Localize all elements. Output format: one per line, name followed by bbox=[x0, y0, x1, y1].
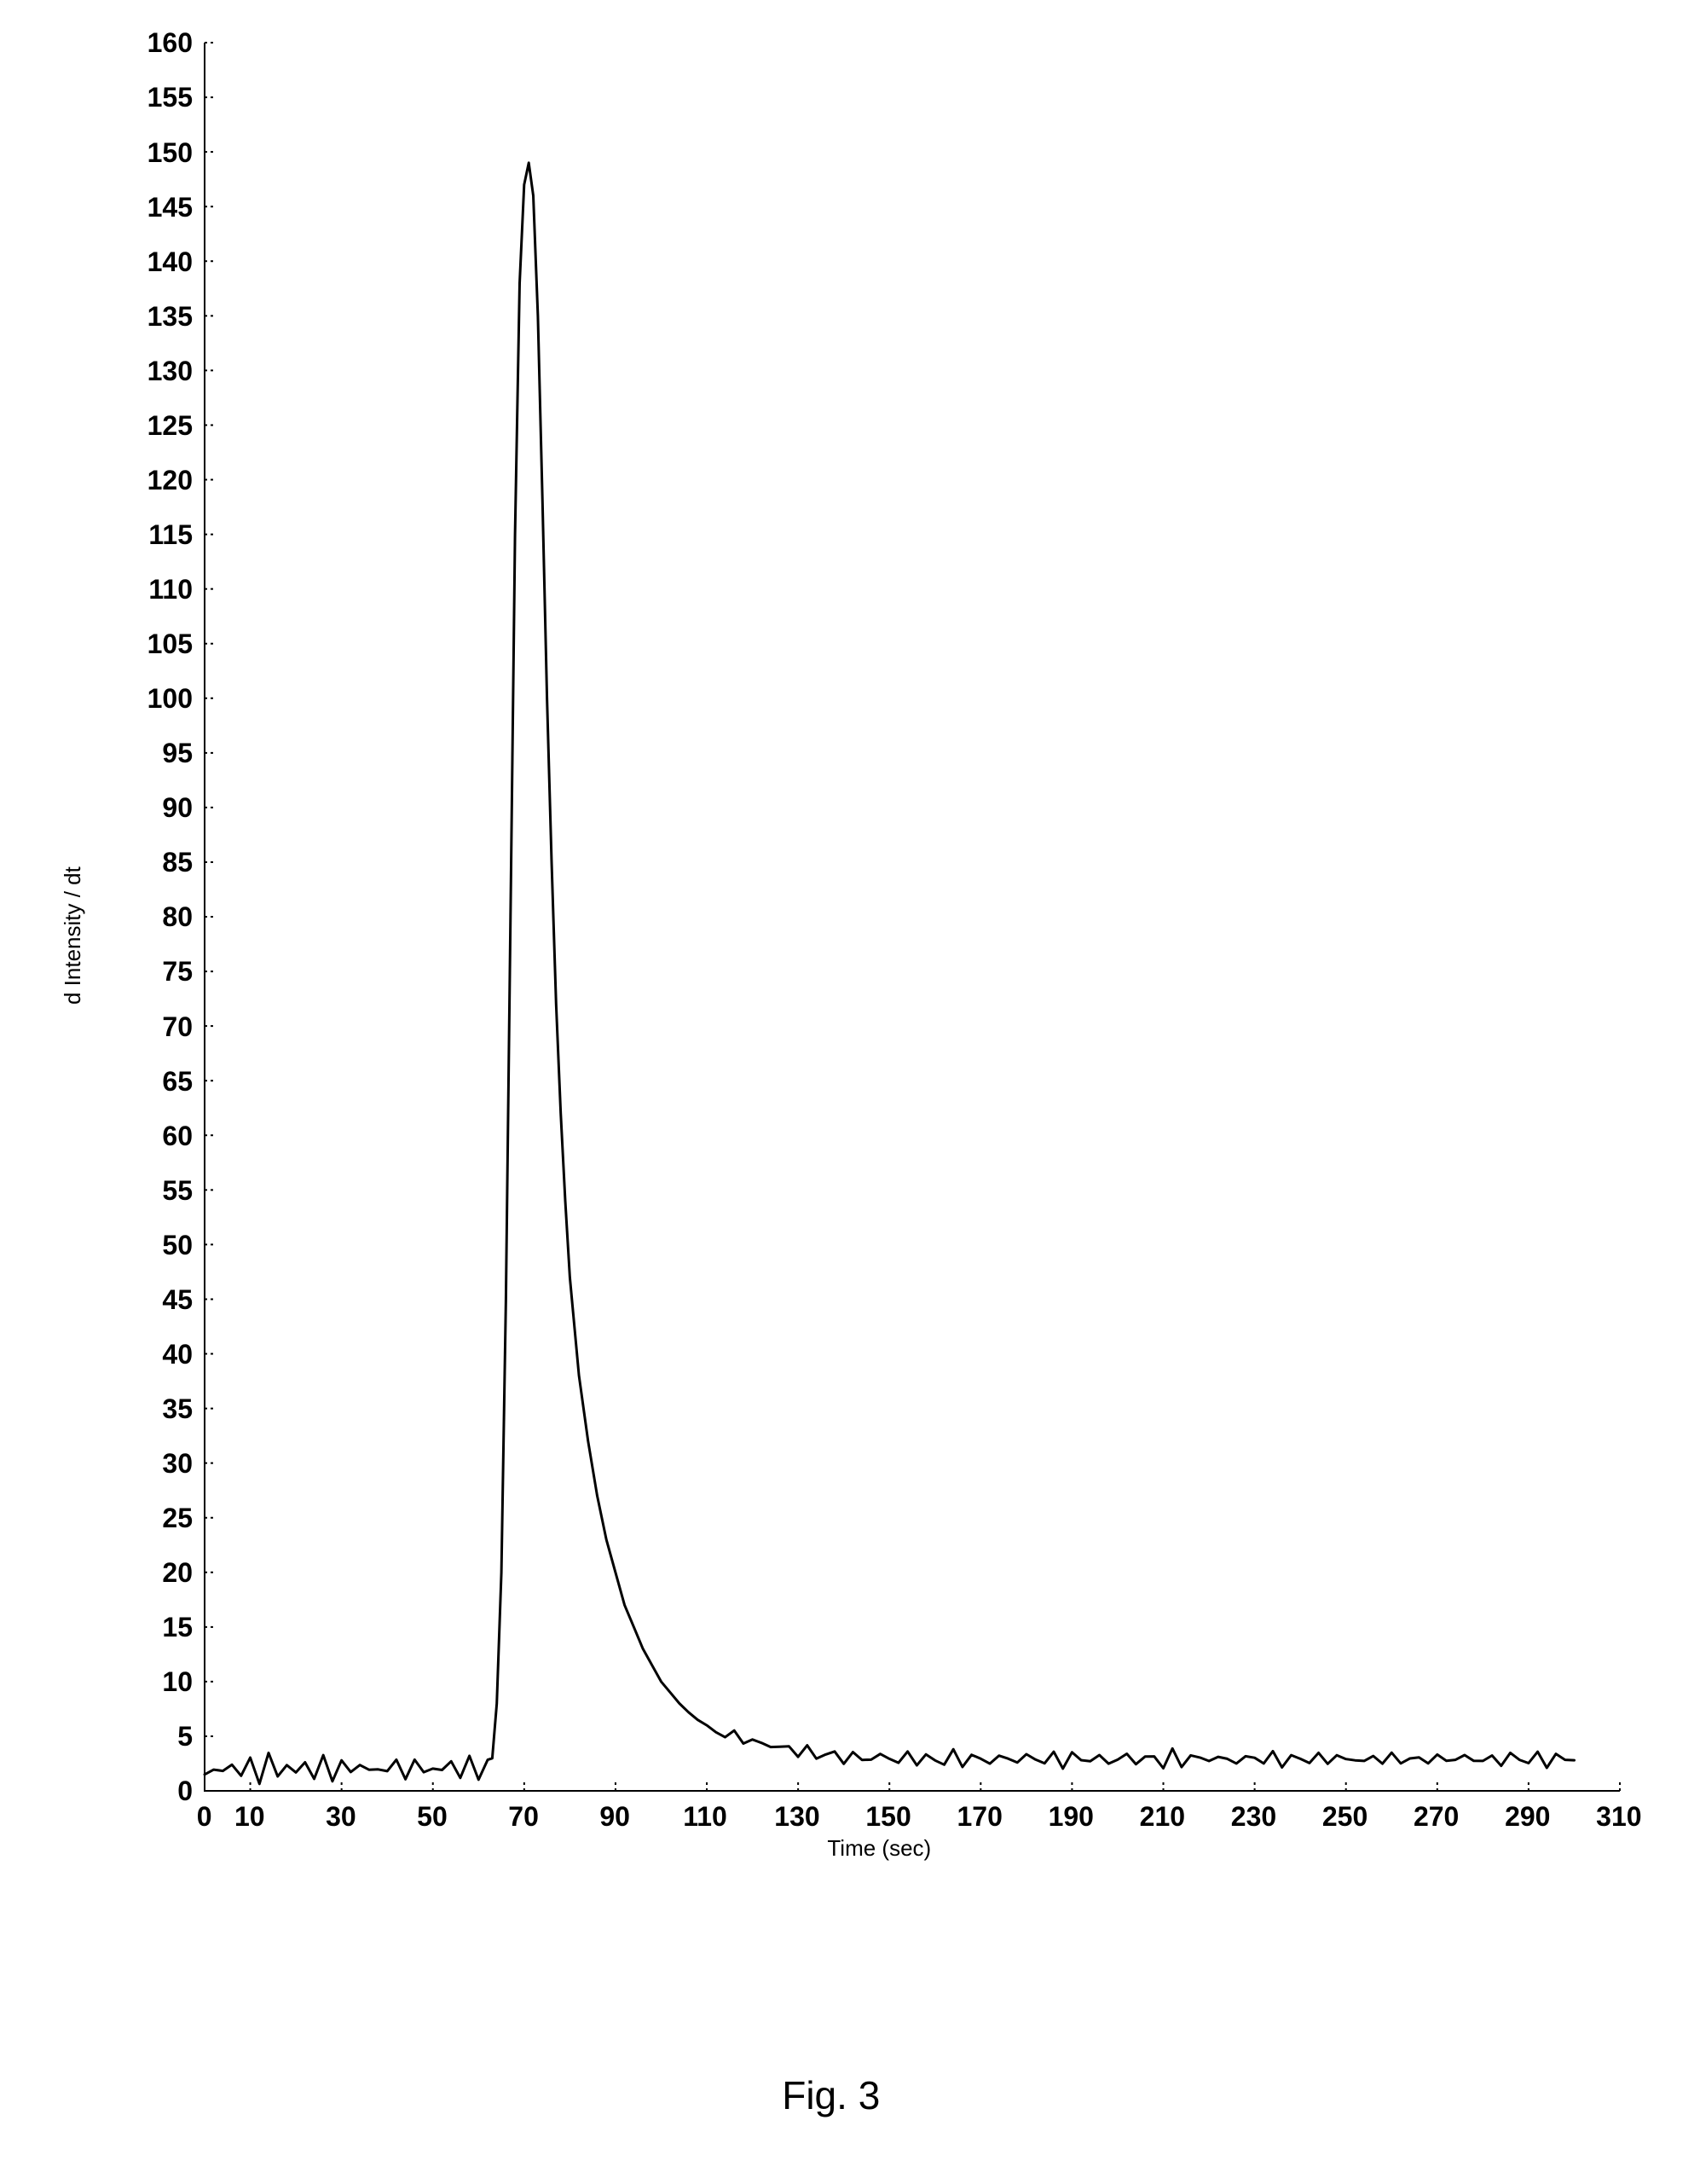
x-tick-label: 290 bbox=[1505, 1801, 1550, 1833]
x-tick-label: 270 bbox=[1414, 1801, 1459, 1833]
y-tick-label: 115 bbox=[148, 519, 193, 551]
y-tick-label: 50 bbox=[162, 1230, 193, 1261]
y-tick-label: 20 bbox=[162, 1557, 193, 1589]
y-tick-label: 55 bbox=[162, 1175, 193, 1207]
x-tick-label: 110 bbox=[683, 1801, 727, 1833]
x-tick-label: 10 bbox=[234, 1801, 265, 1833]
x-tick-label: 230 bbox=[1231, 1801, 1276, 1833]
y-tick-label: 85 bbox=[162, 847, 193, 878]
x-tick-label: 210 bbox=[1140, 1801, 1185, 1833]
y-tick-label: 70 bbox=[162, 1011, 193, 1043]
y-tick-label: 10 bbox=[162, 1666, 193, 1698]
x-tick-label: 170 bbox=[957, 1801, 1002, 1833]
y-tick-label: 145 bbox=[147, 192, 193, 223]
x-axis-label: Time (sec) bbox=[827, 1835, 931, 1862]
y-tick-label: 125 bbox=[147, 410, 193, 442]
y-tick-label: 135 bbox=[147, 301, 193, 333]
y-tick-label: 90 bbox=[162, 792, 193, 824]
x-tick-label: 0 bbox=[197, 1801, 212, 1833]
y-tick-label: 15 bbox=[162, 1612, 193, 1643]
y-tick-label: 160 bbox=[147, 27, 193, 59]
figure-caption: Fig. 3 bbox=[782, 2072, 880, 2118]
y-tick-label: 65 bbox=[162, 1066, 193, 1098]
y-tick-label: 155 bbox=[147, 82, 193, 113]
y-tick-label: 5 bbox=[177, 1721, 193, 1752]
y-tick-label: 95 bbox=[162, 738, 193, 769]
x-tick-label: 150 bbox=[865, 1801, 911, 1833]
x-tick-label: 190 bbox=[1049, 1801, 1094, 1833]
y-tick-label: 105 bbox=[147, 629, 193, 660]
x-tick-label: 130 bbox=[774, 1801, 819, 1833]
y-tick-label: 60 bbox=[162, 1121, 193, 1152]
y-tick-label: 75 bbox=[162, 956, 193, 988]
y-tick-label: 150 bbox=[147, 137, 193, 169]
y-tick-label: 40 bbox=[162, 1339, 193, 1370]
y-tick-label: 25 bbox=[162, 1503, 193, 1534]
y-tick-label: 140 bbox=[147, 246, 193, 278]
y-tick-label: 30 bbox=[162, 1448, 193, 1480]
y-tick-label: 0 bbox=[177, 1776, 193, 1807]
y-tick-label: 100 bbox=[147, 683, 193, 715]
x-tick-label: 30 bbox=[326, 1801, 356, 1833]
x-tick-label: 70 bbox=[508, 1801, 539, 1833]
x-tick-label: 250 bbox=[1322, 1801, 1368, 1833]
data-line bbox=[205, 163, 1575, 1784]
chart-area: d Intensity / dt Time (sec) 0 5 10 15 20 25 30… bbox=[34, 17, 1666, 1936]
chart-svg bbox=[34, 17, 1666, 1936]
y-tick-label: 35 bbox=[162, 1393, 193, 1425]
y-tick-label: 45 bbox=[162, 1284, 193, 1316]
y-tick-label: 130 bbox=[147, 356, 193, 387]
page: d Intensity / dt Time (sec) 0 5 10 15 20 25 30… bbox=[0, 0, 1700, 2184]
y-tick-label: 110 bbox=[148, 574, 193, 605]
x-tick-label: 90 bbox=[599, 1801, 630, 1833]
y-tick-label: 120 bbox=[147, 465, 193, 496]
x-tick-label: 310 bbox=[1596, 1801, 1641, 1833]
x-tick-label: 50 bbox=[417, 1801, 448, 1833]
y-tick-label: 80 bbox=[162, 901, 193, 933]
y-axis-label: d Intensity / dt bbox=[60, 866, 86, 1005]
